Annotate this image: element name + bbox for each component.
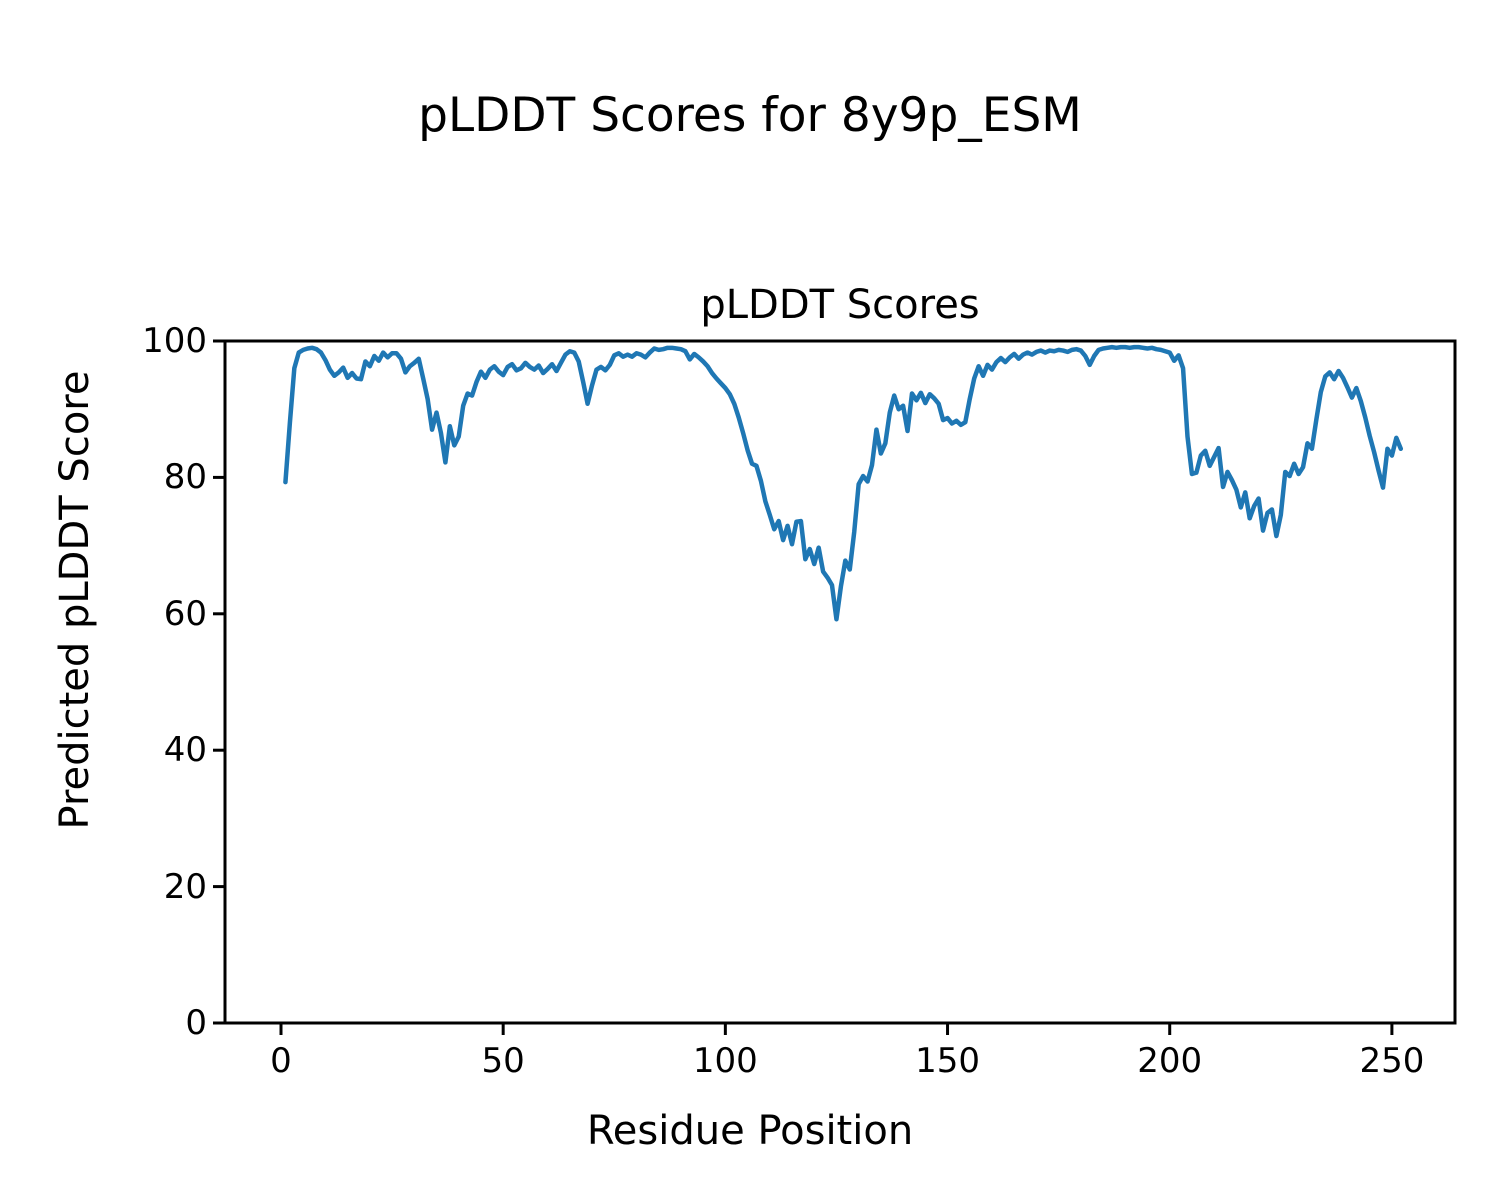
axes-title: pLDDT Scores — [700, 282, 980, 328]
x-tick-label: 200 — [1137, 1041, 1203, 1081]
x-tick-label: 50 — [481, 1041, 525, 1081]
data-line-plddt — [283, 344, 1404, 622]
y-tick-label: 40 — [163, 730, 207, 771]
figure-title: pLDDT Scores for 8y9p_ESM — [418, 88, 1082, 143]
x-tick-label: 150 — [915, 1041, 980, 1081]
x-tick-label: 250 — [1359, 1041, 1425, 1081]
x-axis-label: Residue Position — [586, 1108, 914, 1154]
y-tick-label: 80 — [163, 457, 207, 498]
x-tick-label: 100 — [692, 1041, 758, 1081]
axes-frame — [223, 339, 1457, 1025]
y-tick-label: 20 — [163, 866, 207, 907]
y-axis-label: Predicted pLDDT Score — [52, 370, 98, 830]
y-tick-label: 100 — [142, 321, 207, 361]
y-tick-label: 60 — [163, 593, 207, 634]
y-tick-label: 0 — [185, 1003, 207, 1043]
x-tick-label: 0 — [270, 1041, 292, 1081]
